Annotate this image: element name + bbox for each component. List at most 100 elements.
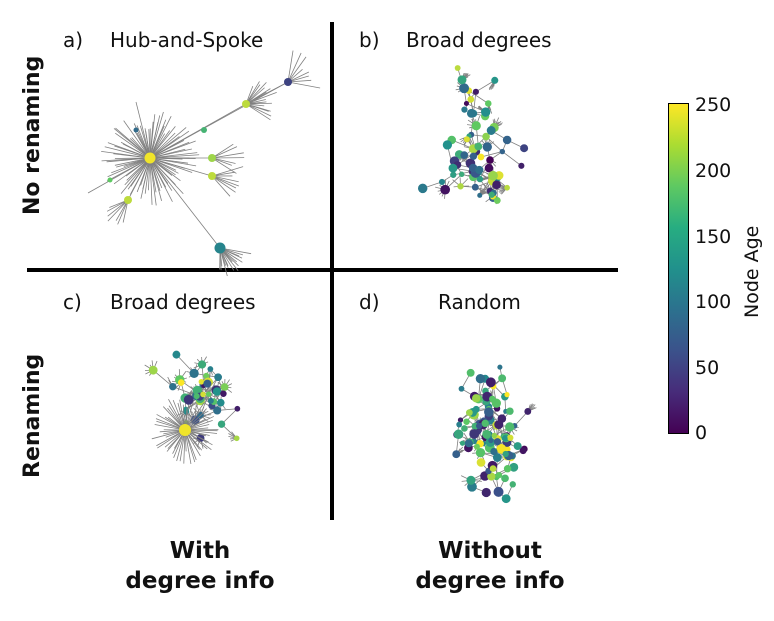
leaf-edge: [149, 116, 172, 159]
network-node: [502, 135, 512, 145]
leaf-edge: [149, 157, 173, 191]
network-node: [467, 95, 475, 103]
leaf-edge: [149, 157, 173, 202]
network-node: [233, 435, 240, 442]
network-node: [484, 163, 494, 173]
network-node: [148, 365, 158, 375]
leaf-edge: [287, 56, 307, 83]
network-node: [172, 350, 181, 359]
network-node: [484, 100, 492, 107]
leaf-edge: [113, 157, 151, 185]
network-node: [482, 132, 490, 141]
network-node: [518, 162, 525, 169]
network-edge: [149, 81, 289, 159]
panel-c-title: Broad degrees: [110, 290, 256, 314]
panel-c-label: c): [63, 290, 82, 314]
leaf-edge: [287, 81, 321, 89]
network-node: [464, 439, 473, 448]
network-node: [200, 391, 206, 398]
network-node: [179, 424, 191, 436]
network-node: [208, 154, 216, 162]
network-node: [475, 447, 486, 458]
network-d: [452, 364, 537, 504]
leaf-edge: [117, 199, 129, 225]
panel-b-label: b): [359, 28, 380, 52]
colorbar-title: Node Age: [741, 225, 763, 318]
network-node: [496, 443, 507, 454]
panel-d-title: Random: [438, 290, 521, 314]
network-a: [87, 50, 321, 277]
network-node: [486, 156, 494, 164]
network-edge: [475, 80, 495, 93]
network-node: [450, 171, 457, 178]
network-node: [492, 453, 502, 462]
panel-a-title: Hub-and-Spoke: [110, 28, 264, 52]
leaf-edge: [149, 132, 176, 159]
network-node: [214, 373, 222, 382]
network-node: [220, 390, 227, 397]
leaf-edge: [245, 82, 267, 105]
network-node: [475, 374, 486, 384]
leaf-edge: [211, 175, 236, 193]
leaf-edge: [245, 103, 271, 121]
leaf-edge: [144, 157, 151, 194]
network-node: [242, 100, 250, 108]
leaf-edge: [211, 146, 238, 159]
network-edge: [480, 151, 503, 158]
horizontal-divider: [27, 268, 618, 272]
network-node: [471, 183, 479, 191]
leaf-edge: [149, 157, 176, 186]
network-node: [463, 418, 470, 425]
leaf-edge: [211, 157, 237, 174]
network-node: [457, 417, 464, 423]
network-node: [198, 378, 205, 385]
network-node: [212, 387, 222, 396]
network-node: [213, 406, 222, 415]
network-node: [454, 65, 461, 71]
network-node: [205, 391, 212, 397]
network-node: [469, 429, 480, 439]
network-node: [197, 360, 207, 369]
network-node: [217, 420, 226, 428]
network-node: [504, 184, 510, 191]
network-node: [474, 142, 483, 151]
network-node: [463, 136, 470, 143]
network-edge: [149, 157, 221, 249]
network-node: [459, 83, 470, 94]
leaf-edge: [149, 157, 162, 201]
network-node: [466, 368, 475, 377]
network-node: [501, 494, 511, 504]
network-node: [492, 180, 501, 190]
network-edge: [127, 157, 151, 201]
network-node: [438, 178, 446, 185]
network-node: [520, 144, 529, 153]
network-edge: [87, 157, 151, 194]
network-node: [459, 440, 466, 446]
network-node: [456, 421, 463, 428]
network-node: [488, 438, 494, 444]
network-edge: [468, 90, 489, 104]
leaf-edge: [211, 175, 239, 183]
network-c: [144, 350, 241, 465]
leaf-edge: [149, 140, 196, 159]
leaf-edge: [149, 154, 200, 159]
leaf-edge: [211, 166, 244, 177]
network-node: [214, 242, 226, 254]
network-node: [207, 366, 214, 372]
leaf-edge: [115, 127, 151, 159]
leaf-edge: [149, 130, 190, 159]
network-node: [485, 377, 496, 388]
network-node: [488, 170, 498, 181]
row-label-renaming: Renaming: [20, 353, 45, 478]
network-node: [448, 163, 458, 173]
network-node: [461, 425, 468, 432]
network-node: [457, 183, 464, 190]
row-label-no-renaming: No renaming: [20, 55, 45, 215]
network-edge: [502, 151, 522, 167]
network-node: [234, 405, 241, 412]
network-node: [482, 142, 492, 152]
network-node: [503, 464, 512, 473]
network-node: [499, 148, 506, 155]
network-node: [490, 447, 498, 456]
network-node: [481, 487, 491, 498]
